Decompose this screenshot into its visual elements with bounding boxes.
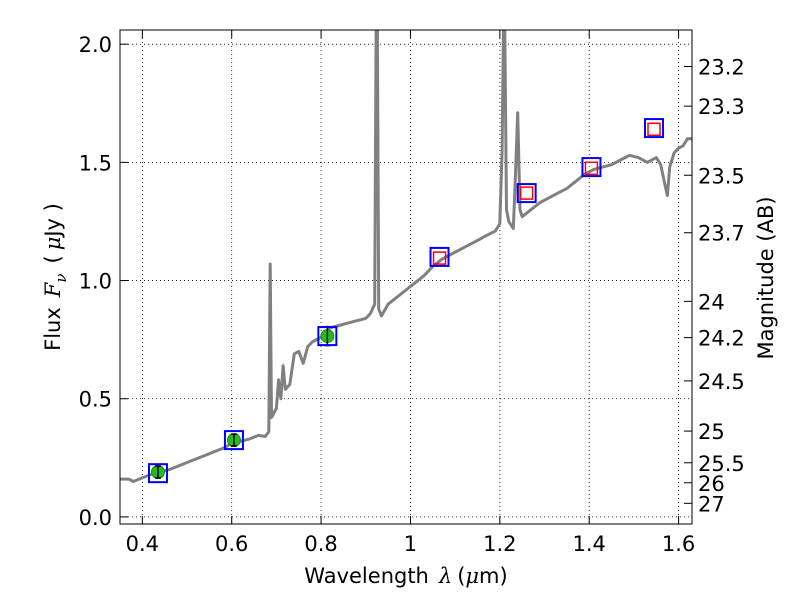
- mag-tick-label: 24.5: [698, 370, 745, 394]
- axis-ticks: [120, 30, 692, 524]
- mag-tick-label: 23.7: [698, 222, 745, 246]
- y-axis-label: FluxFν(μJy ): [41, 203, 70, 351]
- y-tick-label: 0.5: [79, 388, 112, 412]
- mag-tick-label: 25.5: [698, 452, 745, 476]
- x-tick-label: 0.8: [304, 532, 337, 556]
- x-tick-label: 1.4: [573, 532, 606, 556]
- model-mag-square: [429, 246, 450, 267]
- x-axis-label: Wavelength λ (μm): [304, 564, 507, 588]
- mag-tick-label: 23.3: [698, 95, 745, 119]
- x-tick-label: 1.2: [483, 532, 516, 556]
- upper-limit-square: [647, 122, 661, 137]
- mag-tick-label: 23.2: [698, 56, 745, 80]
- model-mag-square: [317, 326, 338, 347]
- x-tick-label: 0.4: [126, 532, 159, 556]
- upper-limit-square: [432, 251, 447, 265]
- upper-limit-square: [519, 186, 534, 200]
- x-tick-labels: 0.4 0.6 0.8 1 1.2 1.4 1.6: [126, 532, 696, 556]
- mag-tick-label: 25: [698, 420, 725, 444]
- y-tick-label: 2.0: [79, 33, 112, 57]
- mag-tick-label: 24: [698, 290, 725, 314]
- x-tick-label: 1: [404, 532, 417, 556]
- y-tick-label: 0.0: [79, 506, 112, 530]
- y-tick-label: 1.5: [79, 151, 112, 175]
- y2-axis-label: Magnitude (AB): [754, 196, 778, 359]
- model-mag-square: [223, 430, 244, 451]
- x-tick-label: 1.6: [662, 532, 695, 556]
- y-tick-label: 1.0: [79, 270, 112, 294]
- y-tick-labels: 0.0 0.5 1.0 1.5 2.0: [79, 33, 112, 530]
- model-mag-square: [644, 118, 665, 139]
- plot-frame: [119, 29, 693, 525]
- mag-tick-label: 23.5: [698, 164, 745, 188]
- mag-tick-label: 24.2: [698, 327, 745, 351]
- x-tick-label: 0.6: [215, 532, 248, 556]
- upper-limit-square: [584, 161, 599, 176]
- mag-tick-label: 27: [698, 492, 725, 516]
- model-mag-square: [147, 463, 168, 484]
- model-mag-square: [516, 183, 537, 204]
- data-points: [147, 118, 665, 484]
- model-mag-square: [581, 157, 602, 178]
- mag-tick-label: 26: [698, 472, 725, 496]
